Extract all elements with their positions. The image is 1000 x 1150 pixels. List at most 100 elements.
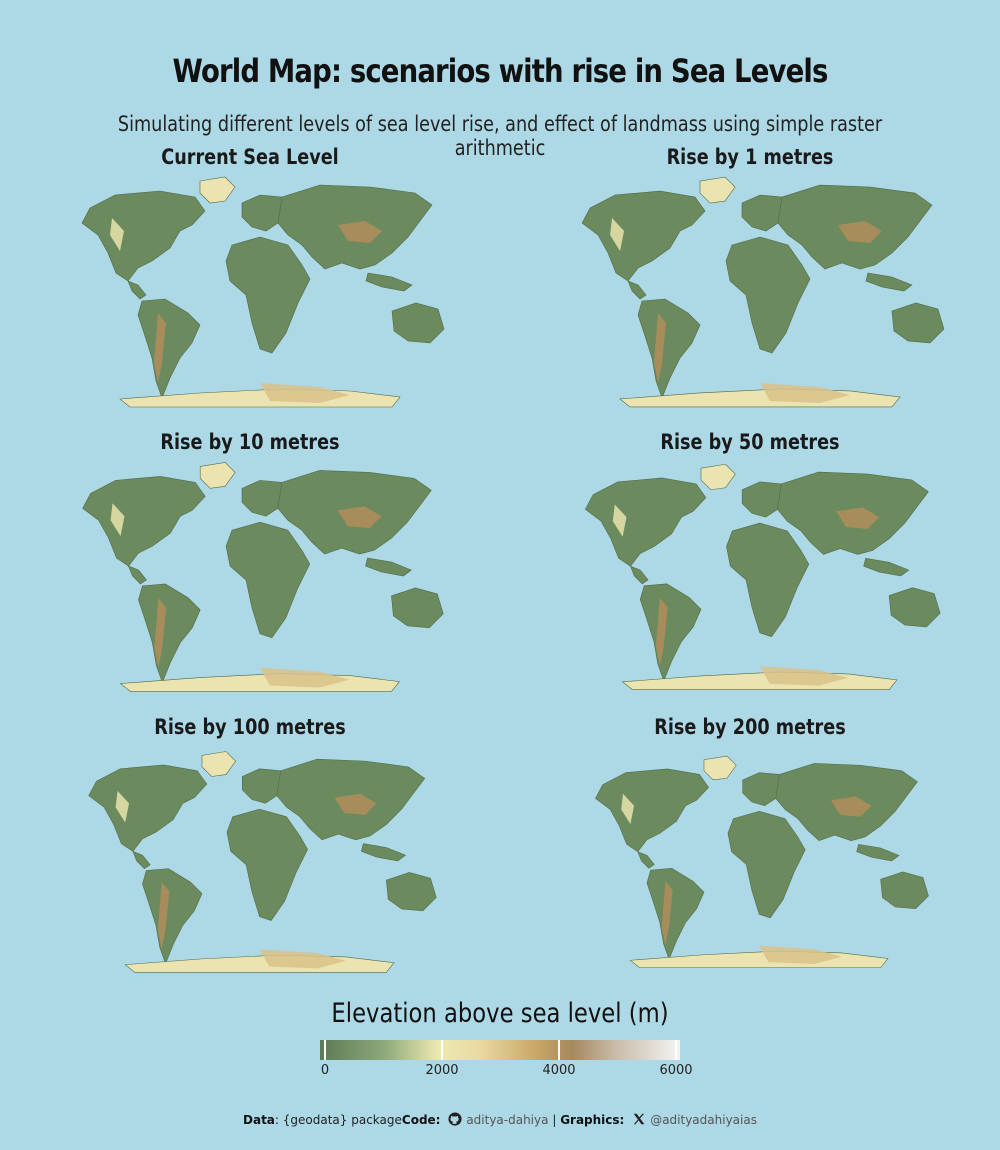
legend-tick-label: 4000 [542, 1063, 576, 1078]
highland-region [612, 504, 627, 537]
github-icon [448, 1112, 462, 1129]
caption-graphics-label: Graphics: [560, 1113, 625, 1127]
legend-tick-label: 0 [320, 1063, 330, 1078]
landmass-africa [225, 236, 311, 354]
highland-region [259, 667, 350, 688]
highland-region [759, 382, 850, 403]
caption-code-handle[interactable]: aditya-dahiya [466, 1113, 549, 1127]
landmass-southeast-asia [361, 843, 407, 862]
world-map [82, 462, 444, 692]
legend-color-bar [320, 1040, 680, 1060]
map-panel-rise-1: Rise by 1 metres [520, 145, 980, 415]
landmass-australia [391, 302, 445, 344]
caption-separator: | [552, 1113, 557, 1127]
landmass-africa [727, 810, 806, 919]
caption-data-text: : {geodata} package [274, 1113, 402, 1127]
caption-data-label: Data [243, 1113, 275, 1127]
world-map [595, 755, 929, 968]
landmass-australia [888, 587, 941, 628]
landmass-greenland [201, 751, 236, 777]
highland-region [830, 796, 872, 817]
landmass-southeast-asia [365, 272, 413, 292]
landmass-australia [386, 872, 437, 912]
panel-title: Rise by 50 metres [660, 430, 840, 454]
highland-region [110, 503, 125, 537]
landmass-australia [391, 587, 444, 629]
x-icon [632, 1112, 646, 1129]
world-map [584, 463, 941, 690]
landmass-north-america [82, 476, 206, 567]
highland-region [836, 507, 880, 529]
highland-region [661, 881, 673, 946]
landmass-greenland [699, 176, 736, 204]
legend-tick-label: 2000 [425, 1063, 459, 1078]
landmass-greenland [700, 463, 736, 491]
legend-tick-mark [324, 1040, 326, 1060]
world-map [81, 176, 445, 408]
panel-title: Rise by 200 metres [654, 715, 846, 739]
landmass-south-america [142, 868, 203, 965]
landmass-africa [725, 236, 811, 354]
landmass-africa [726, 522, 810, 638]
highland-region [259, 949, 346, 969]
legend-tick-label: 6000 [659, 1063, 693, 1078]
landmass-southeast-asia [856, 844, 900, 862]
landmass-central-america [627, 280, 647, 300]
caption: Data: {geodata} packageCode: aditya-dahi… [0, 1112, 1000, 1129]
landmass-africa [225, 521, 311, 639]
highland-region [337, 506, 382, 529]
highland-region [154, 313, 166, 383]
landmass-north-america [88, 764, 208, 852]
highland-region [154, 597, 167, 668]
landmass-south-america [637, 298, 701, 399]
panel-title: Rise by 1 metres [666, 145, 834, 169]
landmass-greenland [199, 176, 236, 204]
legend-tick-mark [558, 1040, 560, 1060]
map-panel-rise-200: Rise by 200 metres [520, 715, 980, 985]
landmass-south-america [646, 867, 705, 961]
highland-region [655, 597, 668, 667]
landmass-north-america [81, 190, 206, 282]
highland-region [759, 945, 842, 964]
landmass-south-america [138, 583, 201, 684]
world-map [581, 176, 945, 408]
highland-region [610, 218, 625, 252]
landmass-north-america [595, 768, 709, 853]
map-panel-rise-10: Rise by 10 metres [20, 430, 480, 700]
world-map [88, 751, 437, 973]
highland-region [115, 790, 130, 823]
highland-region [621, 793, 635, 825]
highland-region [654, 312, 667, 383]
page-title: World Map: scenarios with rise in Sea Le… [172, 52, 828, 90]
map-panel-current: Current Sea Level [20, 145, 480, 415]
landmass-southeast-asia [865, 272, 913, 292]
highland-region [110, 218, 124, 251]
landmass-north-america [581, 190, 706, 282]
landmass-central-america [629, 565, 649, 585]
panel-title: Current Sea Level [161, 145, 339, 169]
landmass-southeast-asia [863, 558, 910, 577]
highland-region [260, 383, 350, 403]
page-subtitle: Simulating different levels of sea level… [117, 112, 883, 160]
landmass-greenland [199, 462, 236, 489]
legend-tick-mark [441, 1040, 443, 1060]
highland-region [157, 882, 170, 950]
landmass-greenland [703, 755, 737, 781]
caption-code-label: Code: [401, 1113, 441, 1127]
caption-graphics-handle[interactable]: @adityadahiyaias [650, 1113, 757, 1127]
landmass-australia [891, 302, 945, 344]
highland-region [759, 666, 848, 686]
highland-region [334, 793, 377, 815]
legend-title: Elevation above sea level (m) [331, 998, 669, 1029]
map-panel-rise-100: Rise by 100 metres [20, 715, 480, 985]
map-panel-rise-50: Rise by 50 metres [520, 430, 980, 700]
panel-title: Rise by 100 metres [154, 715, 346, 739]
highland-region [338, 221, 382, 243]
landmass-south-america [137, 298, 201, 399]
landmass-southeast-asia [365, 557, 412, 577]
panel-title: Rise by 10 metres [160, 430, 340, 454]
landmass-central-america [132, 850, 151, 870]
landmass-africa [226, 808, 308, 921]
landmass-north-america [584, 477, 707, 567]
highland-region [837, 221, 882, 244]
